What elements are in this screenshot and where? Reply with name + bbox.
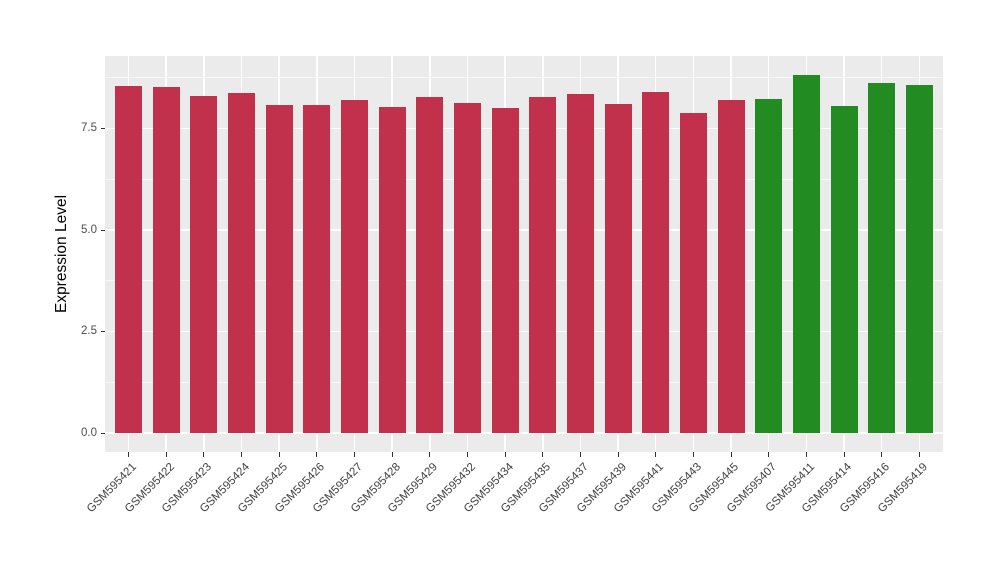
y-tick-mark — [100, 128, 105, 129]
major-gridline — [105, 127, 943, 130]
x-tick-mark — [429, 452, 431, 457]
x-tick-mark — [165, 452, 167, 457]
bar — [717, 99, 745, 433]
plot-panel — [105, 56, 943, 452]
minor-gridline — [105, 77, 943, 79]
minor-gridline — [105, 178, 943, 180]
major-gridline — [105, 229, 943, 231]
y-tick-label: 5.0 — [81, 223, 97, 236]
bar — [115, 85, 142, 433]
bar — [792, 75, 820, 433]
x-tick-mark — [240, 452, 242, 457]
x-tick-mark — [730, 452, 732, 457]
y-tick-label: 0.0 — [81, 426, 97, 439]
x-tick-mark — [353, 452, 355, 457]
x-tick-mark — [881, 452, 883, 457]
bar — [491, 107, 519, 433]
x-tick-mark — [843, 452, 845, 457]
x-tick-mark — [768, 452, 770, 457]
bar — [604, 104, 632, 433]
bar — [453, 102, 481, 433]
y-tick-label: 7.5 — [81, 122, 97, 134]
bar — [642, 91, 670, 433]
bar — [566, 93, 594, 433]
bar — [905, 85, 933, 433]
x-tick-mark — [128, 452, 129, 457]
bar — [755, 98, 783, 433]
minor-gridline — [105, 280, 943, 282]
bar — [868, 83, 896, 433]
bar — [190, 96, 218, 433]
x-tick-mark — [391, 452, 393, 457]
x-tick-mark — [504, 452, 506, 457]
x-tick-mark — [655, 452, 657, 457]
y-tick-mark — [100, 331, 105, 332]
x-tick-mark — [579, 452, 581, 457]
x-tick-mark — [805, 452, 807, 457]
bar — [378, 107, 406, 433]
x-tick-mark — [203, 452, 205, 457]
bar — [227, 93, 255, 433]
x-tick-mark — [316, 452, 318, 457]
bar — [265, 104, 293, 433]
y-tick-mark — [100, 229, 105, 231]
x-tick-mark — [466, 452, 468, 457]
y-tick-mark — [100, 432, 105, 434]
y-tick-label: 2.5 — [81, 325, 97, 337]
x-tick-mark — [918, 452, 920, 457]
major-gridline — [105, 432, 943, 434]
x-tick-mark — [692, 452, 694, 457]
bar — [340, 100, 368, 433]
x-tick-mark — [542, 452, 544, 457]
bar — [830, 106, 858, 433]
minor-gridline — [105, 381, 943, 383]
x-tick-mark — [278, 452, 280, 457]
bar — [529, 96, 557, 433]
bar — [416, 97, 444, 433]
bar — [152, 86, 180, 433]
x-tick-mark — [617, 452, 619, 457]
y-axis-title: Expression Level — [53, 194, 70, 314]
major-gridline — [105, 330, 943, 333]
bar — [679, 113, 707, 433]
bar — [303, 104, 331, 433]
